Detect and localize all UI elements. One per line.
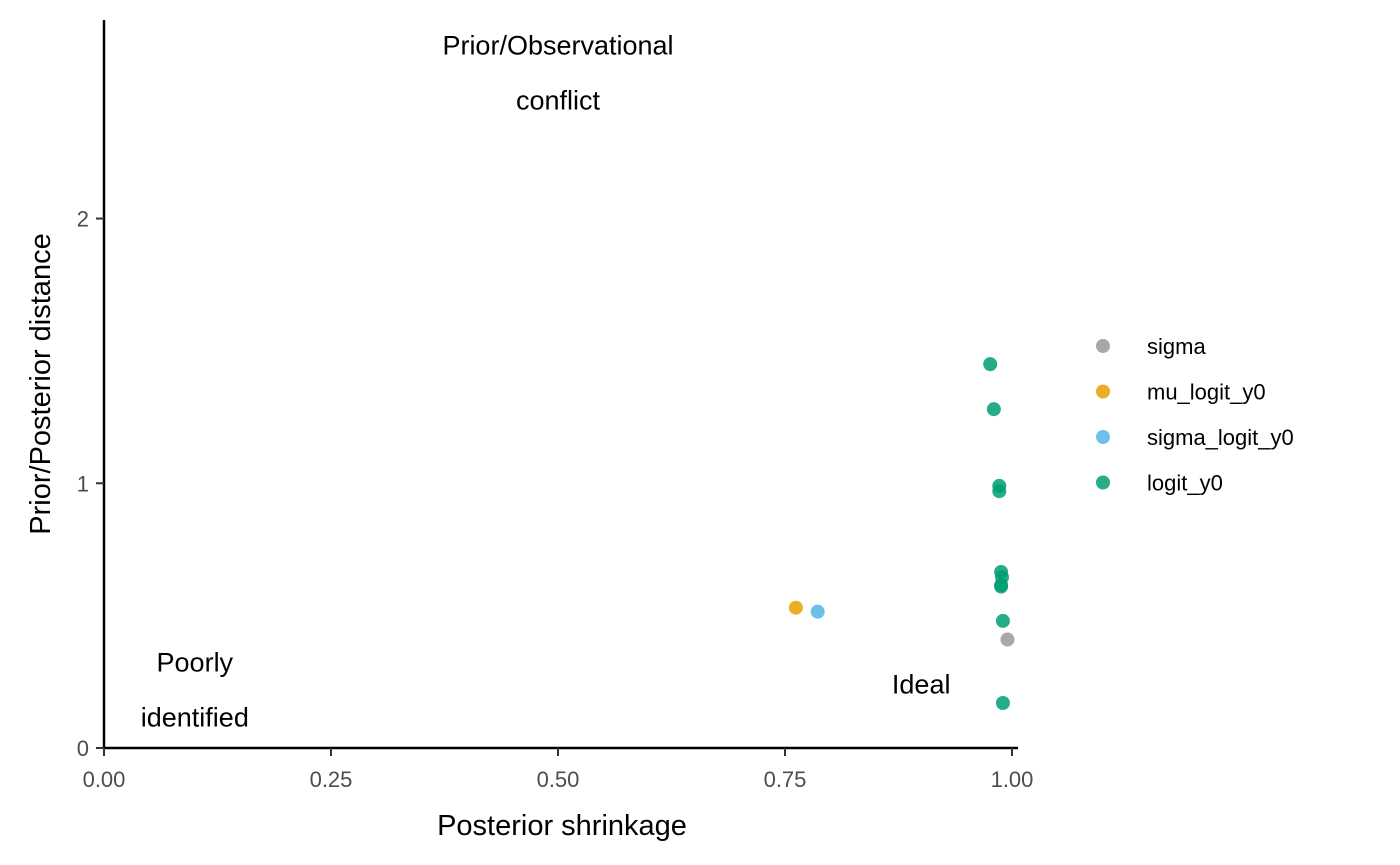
legend-key-mu-logit-y0 bbox=[1096, 384, 1110, 399]
axes: 0.00 0.25 0.50 0.75 1.00 0 1 2 bbox=[77, 20, 1034, 792]
x-tick-label: 0.50 bbox=[537, 767, 580, 792]
y-tick-label: 2 bbox=[77, 207, 89, 232]
annotations: Prior/Observational conflict Poorly identif… bbox=[141, 30, 951, 732]
y-axis-title: Prior/Posterior distance bbox=[25, 233, 57, 534]
point-logit-y0 bbox=[995, 613, 1010, 628]
x-tick-label: 0.00 bbox=[83, 767, 126, 792]
legend: sigma mu_logit_y0 sigma_logit_y0 logit_y0 bbox=[1096, 334, 1294, 496]
legend-key-sigma-logit-y0 bbox=[1096, 430, 1110, 444]
point-logit-y0 bbox=[992, 484, 1007, 499]
x-tick-label: 1.00 bbox=[991, 767, 1034, 792]
x-axis-title: Posterior shrinkage bbox=[437, 810, 687, 842]
legend-label: sigma_logit_y0 bbox=[1147, 425, 1294, 450]
y-tick-label: 0 bbox=[77, 736, 89, 761]
point-logit-y0 bbox=[983, 357, 998, 372]
legend-key-logit-y0 bbox=[1096, 475, 1110, 490]
x-tick-label: 0.75 bbox=[764, 767, 807, 792]
point-logit-y0 bbox=[994, 579, 1009, 594]
point-logit-y0 bbox=[995, 695, 1010, 710]
annotation-text: Prior/Observational bbox=[442, 30, 673, 60]
point-mu-logit-y0 bbox=[788, 600, 803, 615]
x-tick-label: 0.25 bbox=[310, 767, 353, 792]
annotation-text: conflict bbox=[516, 85, 601, 115]
legend-label: logit_y0 bbox=[1147, 471, 1223, 496]
annotation-text: Poorly bbox=[157, 647, 234, 677]
y-axis-title-group: Prior/Posterior distance bbox=[25, 233, 57, 534]
legend-key-sigma bbox=[1096, 339, 1110, 353]
y-tick-label: 1 bbox=[77, 471, 89, 496]
data-points bbox=[788, 357, 1015, 710]
legend-label: sigma bbox=[1147, 334, 1206, 359]
legend-label: mu_logit_y0 bbox=[1147, 380, 1266, 405]
point-sigma bbox=[1000, 632, 1015, 647]
annotation-text: Ideal bbox=[892, 669, 951, 699]
annotation-text: identified bbox=[141, 702, 249, 732]
point-sigma-logit-y0 bbox=[810, 604, 825, 619]
point-logit-y0 bbox=[986, 402, 1001, 417]
